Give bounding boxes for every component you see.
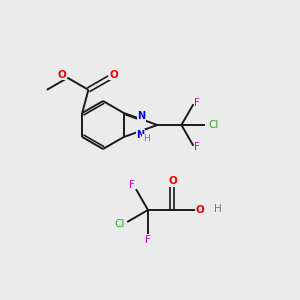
Text: H: H [143,134,150,143]
Text: Cl: Cl [208,120,219,130]
Text: F: F [129,180,135,190]
Text: N: N [137,111,145,121]
Text: O: O [110,70,118,80]
Text: O: O [57,70,66,80]
Text: F: F [145,235,151,245]
Text: F: F [194,98,200,108]
Text: O: O [169,176,177,186]
Text: H: H [214,204,222,214]
Text: N: N [136,130,144,140]
Text: Cl: Cl [114,219,124,229]
Text: F: F [194,142,200,152]
Text: O: O [196,205,204,215]
